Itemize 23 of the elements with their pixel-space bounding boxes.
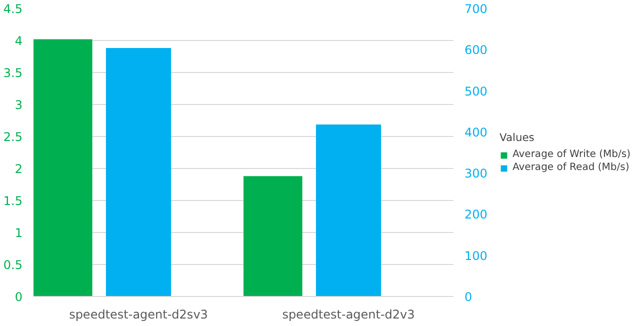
x-tick-label: speedtest-agent-d2v3: [282, 308, 415, 322]
y-tick-label: 4: [14, 34, 23, 48]
y2-tick-label: 300: [464, 166, 488, 181]
y-tick-label: 3: [14, 98, 23, 112]
legend-label: Average of Read (Mb/s): [512, 162, 630, 173]
y-tick-label: 0: [14, 290, 23, 304]
y-tick-label: 0.5: [3, 258, 23, 272]
y2-tick-label: 600: [464, 43, 488, 58]
y2-tick-label: 700: [464, 2, 488, 16]
y2-tick-label: 100: [464, 248, 488, 263]
y2-tick-label: 400: [464, 125, 488, 140]
x-tick-label: speedtest-agent-d2sv3: [69, 308, 208, 322]
y-tick-label: 1: [14, 226, 23, 240]
y2-tick-label: 200: [464, 208, 488, 222]
y2-tick-label: 0: [464, 290, 472, 304]
legend-title: Values: [500, 131, 536, 144]
y2-tick-label: 500: [464, 84, 488, 98]
y-tick-label: 1.5: [3, 194, 23, 208]
y-tick-label: 2: [14, 162, 23, 176]
y-tick-label: 4.5: [3, 2, 23, 16]
y-tick-label: 2.5: [3, 130, 23, 144]
legend-label: Average of Write (Mb/s): [512, 149, 630, 160]
y-tick-label: 3.5: [3, 66, 23, 80]
